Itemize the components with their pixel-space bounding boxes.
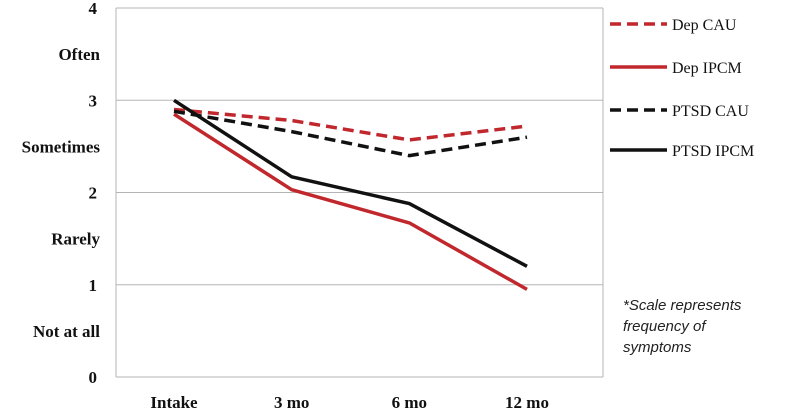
y-tick-label-3: 3 xyxy=(89,91,98,110)
series-line-dep-ipcm xyxy=(173,112,528,291)
scale-note: *Scale represents frequency of symptoms xyxy=(623,297,742,356)
legend-label-dep-ipcm: Dep IPCM xyxy=(672,60,742,77)
series-lines xyxy=(173,98,528,291)
x-tick-labels: Intake 3 mo 6 mo 12 mo xyxy=(150,393,549,412)
legend-label-ptsd-cau: PTSD CAU xyxy=(672,103,749,120)
y-tick-label-2: 2 xyxy=(89,184,98,203)
x-tick-label-6-mo: 6 mo xyxy=(392,393,427,412)
series-line-dep-cau xyxy=(173,107,528,142)
y-tick-label-1: 1 xyxy=(89,276,98,295)
y-scale-word-not-at-all: Not at all xyxy=(33,322,100,341)
legend-label-dep-cau: Dep CAU xyxy=(672,17,737,34)
y-scale-word-labels: Not at all Rarely Sometimes Often xyxy=(22,45,101,341)
scale-note-line: frequency of xyxy=(623,318,707,335)
y-scale-word-rarely: Rarely xyxy=(51,230,100,249)
y-scale-word-sometimes: Sometimes xyxy=(22,137,101,156)
y-tick-labels: 0 1 2 3 4 xyxy=(89,0,98,387)
y-tick-label-0: 0 xyxy=(89,368,98,387)
scale-note-line: *Scale represents xyxy=(623,297,742,314)
series-line-ptsd-ipcm xyxy=(173,98,528,268)
legend-label-ptsd-ipcm: PTSD IPCM xyxy=(672,143,754,160)
y-tick-label-4: 4 xyxy=(89,0,98,18)
series-line-ptsd-cau xyxy=(173,109,528,158)
axes xyxy=(115,8,604,378)
x-tick-label-12-mo: 12 mo xyxy=(505,393,549,412)
scale-note-line: symptoms xyxy=(623,339,692,356)
y-scale-word-often: Often xyxy=(58,45,100,64)
x-tick-label-3-mo: 3 mo xyxy=(274,393,309,412)
x-tick-label-intake: Intake xyxy=(150,393,198,412)
legend: Dep CAU Dep IPCM PTSD CAU PTSD IPCM xyxy=(610,17,754,160)
